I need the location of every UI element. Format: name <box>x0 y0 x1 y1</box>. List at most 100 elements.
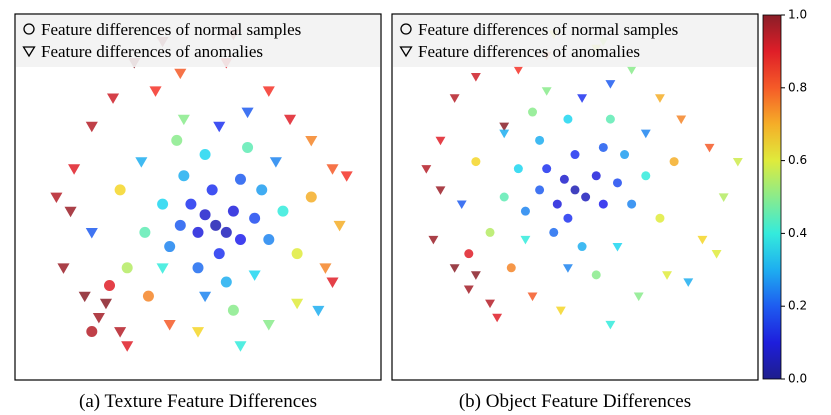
colorbar <box>762 14 782 380</box>
anomaly-point <box>333 220 346 232</box>
normal-point <box>559 174 569 184</box>
normal-point <box>121 262 133 274</box>
anomaly-point <box>326 164 339 175</box>
normal-point <box>605 114 615 124</box>
normal-point <box>598 142 608 152</box>
anomaly-point <box>191 327 205 338</box>
anomaly-point <box>262 320 275 331</box>
anomaly-point <box>470 73 481 82</box>
legend-label: Feature differences of normal samples <box>41 20 301 39</box>
anomaly-point <box>499 122 510 132</box>
normal-point <box>210 219 222 231</box>
anomaly-point <box>513 65 524 75</box>
legend-marker <box>399 46 413 58</box>
anomaly-point <box>135 157 148 168</box>
normal-point <box>171 134 183 146</box>
legend-box <box>393 15 757 67</box>
anomaly-point <box>269 157 282 168</box>
normal-point <box>577 242 587 252</box>
normal-point <box>86 326 98 338</box>
anomaly-point <box>449 264 460 273</box>
normal-point <box>499 192 509 202</box>
anomaly-point <box>697 235 708 245</box>
anomaly-point <box>241 107 254 119</box>
anomaly-point <box>492 313 503 323</box>
normal-point <box>591 270 601 280</box>
colorbar-tick-label: 0.4 <box>788 226 807 240</box>
anomaly-point <box>326 277 339 289</box>
anomaly-point <box>78 291 91 303</box>
normal-point <box>114 184 126 196</box>
anomaly-point <box>283 114 297 126</box>
normal-point <box>570 185 580 195</box>
panel-caption: (b) Object Feature Differences <box>459 391 691 412</box>
anomaly-point <box>662 271 672 280</box>
normal-point <box>591 171 601 181</box>
normal-point <box>669 157 679 167</box>
normal-point <box>305 191 317 203</box>
anomaly-point <box>499 129 510 139</box>
normal-point <box>234 173 246 185</box>
anomaly-point <box>456 200 467 210</box>
anomaly-point <box>312 305 325 317</box>
legend-marker <box>22 46 36 58</box>
colorbar-tick-label: 1.0 <box>788 8 807 22</box>
normal-point <box>535 135 545 145</box>
anomaly-point <box>527 292 538 302</box>
normal-point <box>157 198 169 210</box>
anomaly-point <box>676 115 687 125</box>
anomaly-point <box>68 164 81 175</box>
normal-point <box>249 212 261 224</box>
anomaly-point <box>633 292 644 302</box>
normal-point <box>164 241 176 253</box>
anomaly-point <box>177 114 190 126</box>
normal-point <box>471 157 481 167</box>
anomaly-point <box>213 121 226 133</box>
legend-marker <box>400 23 412 35</box>
anomaly-point <box>683 278 694 287</box>
plot-frame <box>14 13 382 381</box>
normal-point <box>535 185 545 195</box>
normal-point <box>192 226 204 238</box>
normal-point <box>263 233 275 245</box>
legend-marker <box>23 23 35 35</box>
anomaly-point <box>340 171 353 182</box>
anomaly-point <box>114 327 127 338</box>
normal-point <box>563 114 573 124</box>
normal-point <box>192 262 204 274</box>
normal-point <box>485 227 495 237</box>
normal-point <box>563 213 573 223</box>
anomaly-point <box>718 193 729 202</box>
anomaly-point <box>156 263 169 274</box>
normal-point <box>598 199 608 209</box>
anomaly-point <box>732 158 743 167</box>
normal-point <box>464 249 474 259</box>
anomaly-point <box>262 86 275 97</box>
normal-point <box>506 263 516 273</box>
normal-point <box>612 178 622 188</box>
anomaly-point <box>163 320 176 331</box>
anomaly-point <box>577 94 588 103</box>
colorbar-tick-label: 0.8 <box>788 80 807 94</box>
normal-point <box>641 171 651 181</box>
plot-frame <box>391 13 759 381</box>
anomaly-point <box>711 250 722 259</box>
anomaly-point <box>421 165 432 174</box>
anomaly-point <box>605 80 616 89</box>
anomaly-point <box>435 186 446 195</box>
colorbar-tick-label: 0.2 <box>788 299 807 313</box>
normal-point <box>520 206 530 216</box>
anomaly-point <box>435 136 446 146</box>
normal-point <box>291 248 303 260</box>
anomaly-point <box>555 306 566 316</box>
anomaly-point <box>612 242 623 252</box>
anomaly-point <box>485 299 495 309</box>
legend-label: Feature differences of anomalies <box>418 42 640 61</box>
anomaly-point <box>199 291 212 303</box>
anomaly-point <box>449 94 460 103</box>
anomaly-point <box>470 271 481 280</box>
anomaly-point <box>174 68 187 80</box>
anomaly-point <box>319 263 332 274</box>
anomaly-point <box>520 235 531 245</box>
